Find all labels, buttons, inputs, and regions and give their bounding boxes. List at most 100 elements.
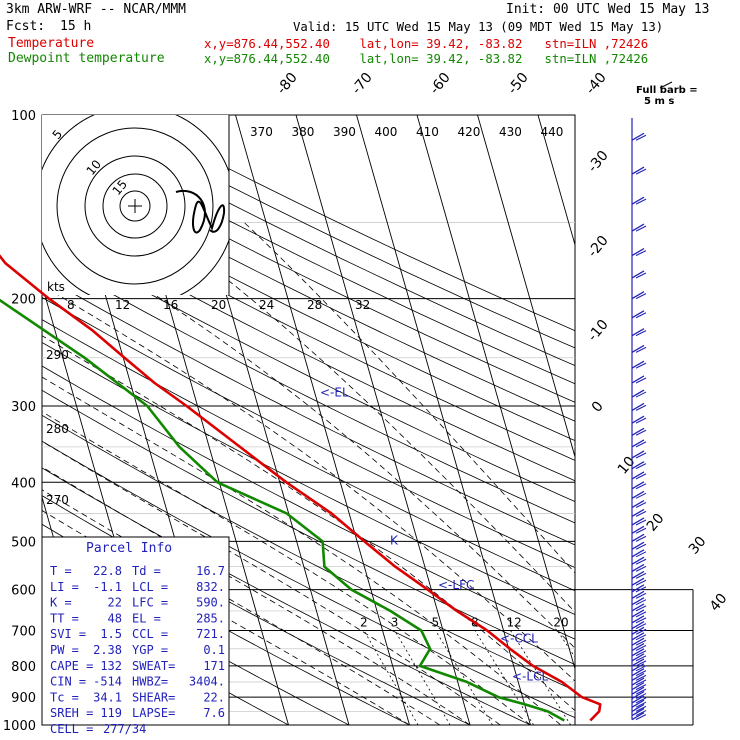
mixing-ratio-label: 20: [553, 616, 568, 630]
parcel-value: 285.: [196, 611, 225, 625]
wind-barb: [635, 543, 647, 550]
isotherm-label: -70: [349, 70, 376, 98]
hodograph-speed-tick: 32: [355, 298, 370, 312]
theta-label: 440: [541, 125, 564, 139]
wind-barb: [635, 510, 647, 517]
full-barb-units: 5 m s: [644, 96, 674, 107]
wind-barb: [635, 617, 647, 624]
wind-barb: [635, 312, 647, 319]
wind-barb: [631, 690, 645, 700]
isotherm-label: 0: [589, 398, 607, 415]
wind-barb: [635, 551, 647, 558]
dry-adiabat: [62, 115, 575, 367]
parcel-key: EL =: [132, 611, 161, 625]
profiles: <-EL <-LFC <-CCL <-LCL K: [0, 254, 602, 722]
mixing-ratio-label: 12: [507, 616, 522, 630]
moist-adiabat: [42, 223, 575, 649]
wind-barb: [631, 517, 645, 526]
wind-barb: [631, 490, 645, 499]
wind-barb: [631, 415, 645, 424]
parcel-cell-value: 277/34: [103, 722, 146, 736]
temperature-legend: Temperature: [8, 36, 95, 51]
wind-barb: [631, 695, 645, 704]
full-barb-example: [659, 81, 673, 89]
wind-barb: [631, 708, 645, 717]
isotherm-label: -80: [274, 70, 301, 98]
wind-barb: [635, 705, 647, 712]
wind-barb: [631, 132, 645, 141]
wind-barb: [635, 492, 647, 499]
parcel-key: CCL =: [132, 627, 168, 641]
parcel-value: 22.: [203, 690, 225, 704]
isotherm: [537, 115, 575, 247]
hodograph-ring: [119, 190, 151, 222]
wind-barb: [631, 481, 645, 490]
forecast-label: Fcst:: [6, 19, 46, 34]
wind-barb: [635, 655, 647, 662]
wind-barb: [635, 670, 647, 677]
moist-adiabat: [152, 222, 575, 613]
wind-barb: [635, 693, 647, 700]
wind-barb: [631, 499, 645, 509]
hodograph-speed-tick: 20: [211, 298, 226, 312]
wind-barb: [635, 701, 647, 708]
wind-barb: [631, 637, 645, 646]
parcel-key: LI =: [50, 580, 79, 594]
parcel-info: Parcel Info T = 22.8 Td = 16.7 LI = -1.1 LCL = 8…: [41, 536, 230, 736]
wind-barb: [635, 710, 647, 717]
wind-barb: [631, 270, 645, 279]
wind-barb: [635, 502, 647, 508]
wind-barb: [635, 250, 647, 257]
wind-barb: [631, 508, 645, 517]
hodograph-rings: [42, 115, 229, 295]
wind-barb: [631, 427, 645, 436]
header: 3km ARW-WRF -- NCAR/MMM Init: 00 UTC Wed…: [0, 0, 740, 70]
wind-barb: [631, 541, 645, 550]
mixing-ratio-line: [556, 630, 575, 659]
theta-label: 370: [250, 125, 273, 139]
pressure-tick-label: 600: [11, 584, 36, 599]
wind-barb: [631, 471, 645, 480]
isotherm-label: -10: [585, 317, 612, 345]
theta-label: 380: [292, 125, 315, 139]
hodograph-units: kts: [47, 280, 65, 294]
dewpoint-legend: Dewpoint temperature: [8, 51, 165, 66]
wind-barb: [631, 621, 645, 630]
dewpoint-location: x,y=876.44,552.40 lat,lon= 39.42, -83.82…: [204, 52, 649, 66]
isotherm: [356, 115, 531, 725]
moist-adiabat: [42, 411, 531, 725]
full-barb-label: Full barb =: [636, 85, 698, 96]
wind-barb: [631, 609, 645, 618]
wind-barb: [631, 450, 645, 459]
hodograph-ring: [84, 155, 186, 257]
moist-adiabat: [42, 376, 562, 725]
wind-barb: [631, 699, 645, 708]
mixing-ratio-line: [474, 630, 534, 725]
parcel-key: SWEAT=: [132, 659, 175, 673]
mixing-ratio-line: [510, 630, 572, 725]
wind-barb: [631, 703, 645, 712]
parcel-key: SHEAR=: [132, 690, 175, 704]
moist-adiabat: [42, 335, 575, 712]
k-marker: K: [390, 533, 399, 547]
wind-barbs: Full barb =5 m s: [631, 81, 698, 721]
mixing-ratio-label: 2: [360, 616, 368, 630]
parcel-value: 171: [203, 659, 225, 673]
wind-barb: [635, 168, 647, 175]
wind-barb: [635, 634, 647, 641]
parcel-value: 22.8: [93, 564, 122, 578]
parcel-key: PW =: [50, 643, 79, 657]
wind-barb: [631, 223, 645, 232]
pressure-tick-label: 1000: [3, 719, 36, 734]
wind-barb: [635, 225, 647, 232]
theta-label: 280: [46, 422, 69, 436]
isotherm: [295, 115, 471, 725]
wind-barb: [635, 272, 647, 279]
wind-barb: [635, 684, 647, 691]
theta-label: 420: [458, 125, 481, 139]
wind-barb: [631, 375, 645, 384]
wind-barb: [631, 461, 645, 470]
moist-adiabat: [42, 284, 575, 682]
parcel-key: TT =: [50, 611, 79, 625]
